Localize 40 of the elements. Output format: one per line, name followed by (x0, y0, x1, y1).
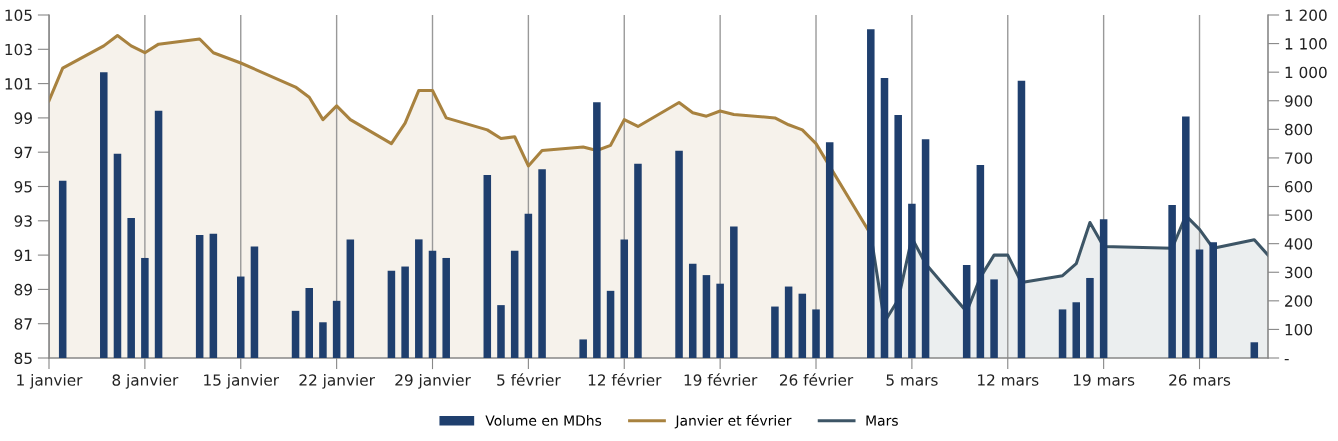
y-tick-label: 87 (14, 318, 32, 330)
x-tick-label: 19 mars (1073, 374, 1135, 386)
x-tick-label: 5 mars (886, 374, 938, 386)
legend-label: Janvier et février (674, 414, 792, 429)
y-tick-label: 89 (14, 283, 32, 296)
y-tick-label: 103 (5, 43, 32, 56)
legend-label: Mars (866, 415, 898, 426)
x-tick-label: 15 janvier (204, 373, 280, 389)
y2-tick-label: 200 (1285, 295, 1313, 307)
x-tick-label: 8 janvier (112, 373, 179, 389)
x-tick-label: 26 mars (1169, 374, 1231, 386)
x-tick-label: 19 février (684, 373, 758, 386)
y2-tick-label: 1 100 (1285, 38, 1327, 50)
y2-tick-label: 500 (1285, 209, 1313, 222)
x-tick-label: 29 janvier (395, 373, 471, 389)
y2-tick-label: 800 (1285, 123, 1313, 136)
x-tick-label: 12 février (588, 373, 662, 386)
y2-tick-label: 1 000 (1285, 66, 1327, 79)
y2-tick-label: 400 (1284, 238, 1313, 250)
x-tick-label: 12 mars (978, 374, 1039, 386)
y-tick-label: 97 (14, 146, 32, 159)
y2-tick-label: 1 200 (1285, 9, 1327, 22)
y-tick-label: 101 (5, 78, 32, 90)
y2-tick-label: 600 (1285, 180, 1313, 193)
legend-label: Volume en MDhs (485, 415, 602, 426)
y2-tick-label: - (1284, 359, 1289, 361)
y-tick-label: 99 (14, 112, 32, 124)
y-tick-label: 93 (14, 215, 32, 227)
y-tick-label: 91 (14, 249, 32, 262)
y2-tick-label: 900 (1284, 95, 1313, 107)
y-tick-label: 105 (5, 9, 32, 22)
x-tick-label: 1 janvier (17, 373, 83, 389)
x-tick-label: 26 février (779, 373, 854, 386)
y-tick-label: 85 (14, 352, 32, 365)
x-tick-label: 5 février (497, 373, 561, 386)
y2-tick-label: 700 (1285, 152, 1313, 164)
y2-tick-label: 100 (1285, 323, 1313, 336)
y2-tick-label: 300 (1285, 266, 1313, 279)
x-tick-label: 22 janvier (299, 373, 375, 389)
y-tick-label: 95 (14, 180, 32, 193)
